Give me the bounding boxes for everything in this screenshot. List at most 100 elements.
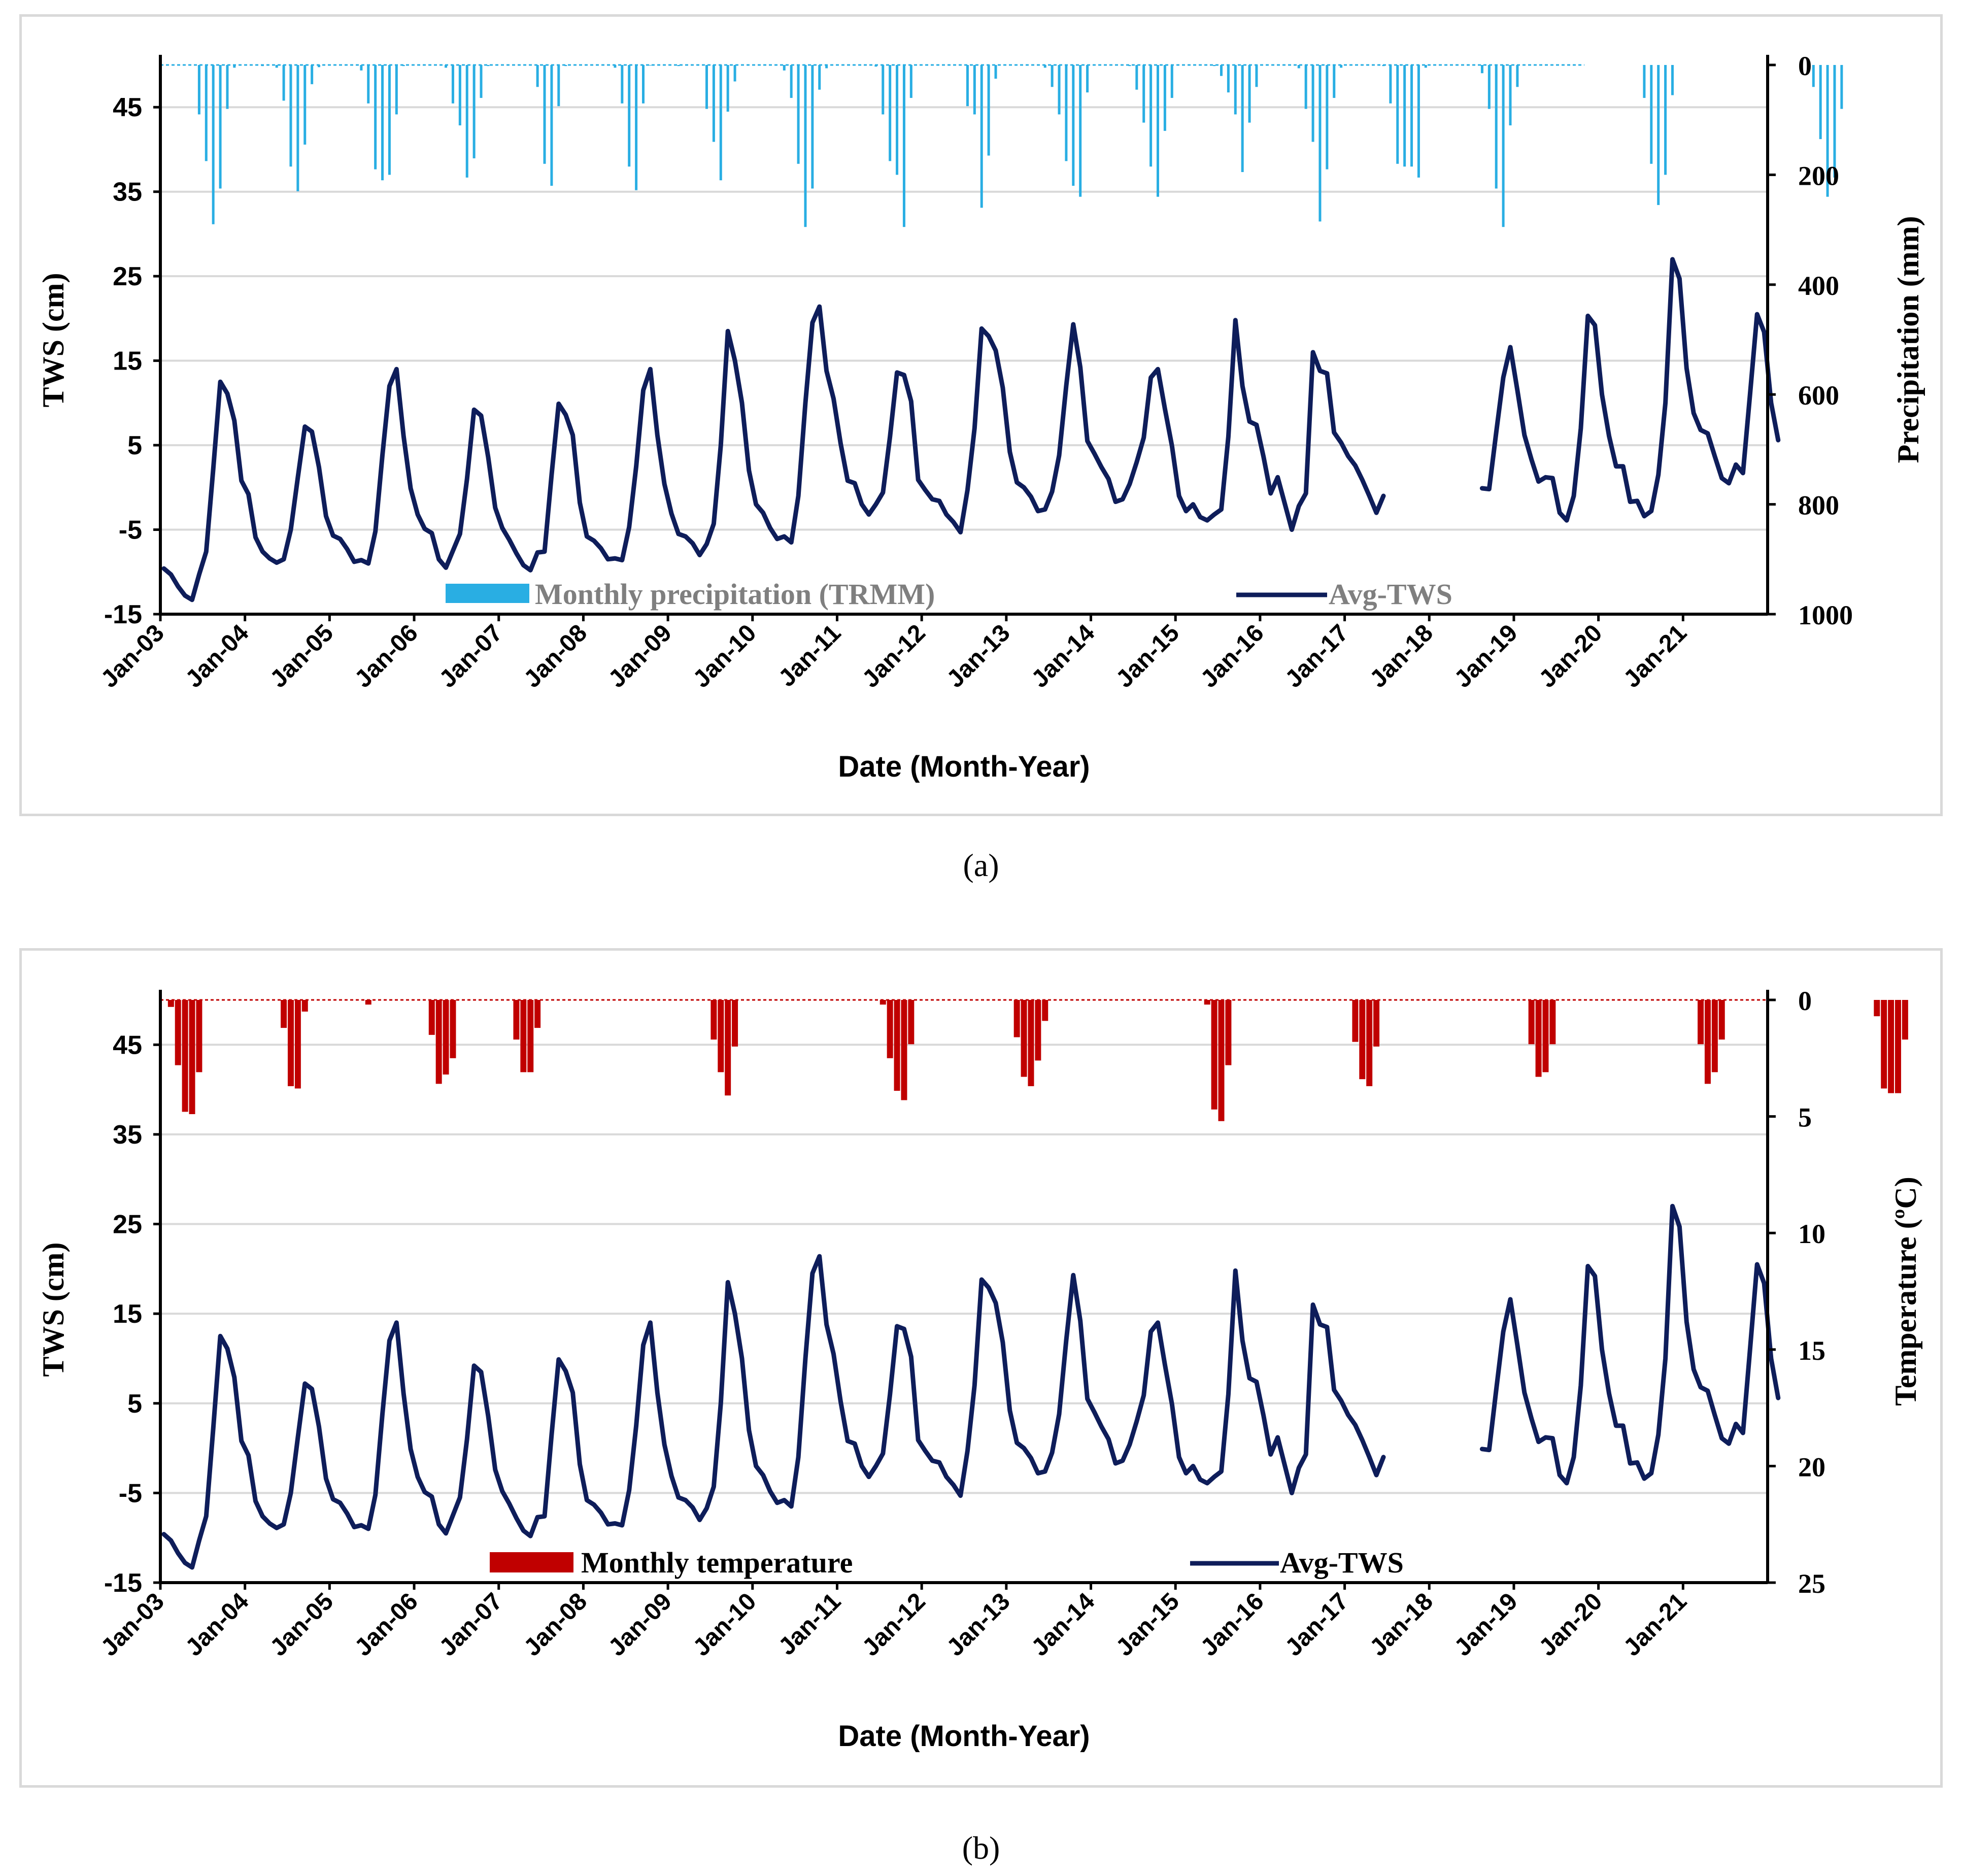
caption-a: (a) — [963, 847, 999, 883]
bar — [1170, 65, 1173, 98]
bar — [1698, 1000, 1704, 1045]
bar — [1156, 65, 1159, 197]
bar — [628, 65, 631, 167]
bar — [1128, 65, 1131, 66]
bar — [1248, 65, 1251, 123]
bar — [1902, 1000, 1908, 1040]
bar — [435, 1000, 442, 1084]
bar — [1502, 65, 1505, 227]
bar — [1826, 65, 1829, 197]
bar — [719, 65, 722, 181]
bar — [887, 1000, 893, 1058]
bar — [365, 1000, 371, 1005]
bar — [1812, 65, 1815, 87]
x-tick-label: Jan-04 — [180, 1588, 254, 1661]
bar — [677, 65, 680, 66]
bar — [458, 65, 461, 126]
bar — [811, 65, 814, 189]
bar — [874, 65, 877, 67]
bar — [402, 65, 405, 66]
bar — [282, 65, 285, 101]
bar — [712, 65, 715, 142]
bar — [543, 65, 546, 164]
x-tick-label: Jan-11 — [773, 619, 846, 692]
bar — [1065, 65, 1068, 161]
bar — [1051, 65, 1054, 87]
x-tick-label: Jan-15 — [1111, 1588, 1185, 1661]
bar — [1086, 65, 1089, 93]
bar — [894, 1000, 900, 1091]
bar — [233, 65, 236, 68]
bar — [1163, 65, 1166, 131]
bar — [1833, 65, 1836, 178]
left-tick-label: 5 — [127, 431, 142, 460]
bar — [1326, 65, 1329, 170]
bar — [1204, 1000, 1210, 1005]
right-tick-label: 25 — [1798, 1568, 1825, 1599]
bar — [1013, 1000, 1020, 1037]
bar — [557, 65, 560, 107]
bar — [1516, 65, 1519, 87]
left-axis-label: TWS (cm) — [37, 273, 70, 408]
bar — [219, 65, 222, 189]
bar — [804, 65, 807, 227]
bar — [1079, 65, 1082, 197]
left-tick-label: 25 — [113, 262, 142, 291]
bar — [465, 65, 468, 178]
bar — [536, 65, 539, 87]
bar — [289, 65, 292, 167]
bar — [167, 1000, 174, 1007]
bar — [1352, 1000, 1359, 1042]
legend-bar-swatch — [490, 1552, 573, 1572]
x-tick-label: Jan-15 — [1111, 619, 1185, 693]
bar — [825, 65, 828, 69]
bar — [1211, 1000, 1217, 1110]
bar — [513, 1000, 520, 1040]
x-tick-label: Jan-10 — [688, 619, 762, 693]
bar — [1149, 65, 1153, 167]
legend-line-label: Avg-TWS — [1329, 578, 1452, 611]
bar — [451, 65, 454, 104]
bar — [226, 65, 229, 109]
bar — [818, 65, 821, 90]
right-tick-label: 10 — [1798, 1219, 1825, 1249]
bar — [797, 65, 800, 164]
bar — [725, 1000, 731, 1096]
x-tick-label: Jan-16 — [1196, 619, 1269, 693]
bar — [1389, 65, 1392, 104]
bar — [1234, 65, 1237, 115]
bar — [1297, 65, 1300, 69]
x-tick-label: Jan-09 — [603, 1588, 677, 1661]
bar — [388, 65, 391, 175]
bar — [1255, 65, 1258, 87]
bar — [1888, 1000, 1895, 1093]
bar — [889, 65, 892, 161]
bar — [443, 1000, 449, 1075]
bar — [428, 1000, 435, 1035]
right-axis-label: Precipitation (mm) — [1891, 216, 1925, 463]
bar — [1487, 65, 1491, 109]
tws-line-segment — [1479, 1203, 1781, 1486]
bar — [896, 65, 899, 175]
left-tick-label: 15 — [113, 1299, 142, 1329]
x-tick-label: Jan-09 — [603, 619, 677, 693]
x-tick-label: Jan-07 — [434, 619, 508, 693]
x-tick-label: Jan-07 — [434, 1588, 508, 1661]
bar — [973, 65, 976, 115]
bar — [197, 65, 200, 115]
bar — [1035, 1000, 1041, 1061]
bar — [1711, 1000, 1718, 1073]
bar — [1480, 65, 1483, 74]
x-tick-label: Jan-12 — [857, 619, 931, 693]
right-tick-label: 400 — [1798, 271, 1839, 301]
bar — [296, 65, 299, 191]
bar — [1874, 1000, 1880, 1017]
bar — [1359, 1000, 1366, 1080]
bar — [520, 1000, 527, 1073]
bar — [196, 1000, 202, 1073]
bar — [212, 65, 215, 224]
left-tick-label: 35 — [113, 178, 142, 207]
bar — [994, 65, 997, 79]
bar — [966, 65, 969, 107]
bar — [908, 1000, 915, 1045]
